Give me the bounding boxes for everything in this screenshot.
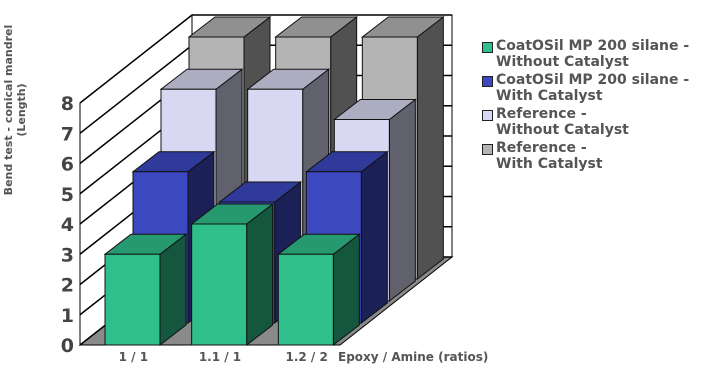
y-tick-label: 2 bbox=[61, 275, 74, 297]
legend-item: CoatOSil MP 200 silane - Without Catalys… bbox=[482, 38, 689, 70]
y-tick-label: 8 bbox=[61, 93, 74, 115]
legend-label: CoatOSil MP 200 silane - With Catalyst bbox=[496, 72, 690, 104]
legend-item: Reference - With Catalyst bbox=[482, 140, 603, 172]
x-tick-label: 1 / 1 bbox=[119, 350, 148, 364]
bar bbox=[276, 233, 361, 347]
legend-item: Reference - Without Catalyst bbox=[482, 106, 629, 138]
y-tick-label: 5 bbox=[61, 184, 74, 206]
x-tick-label: 1.2 / 2 bbox=[285, 350, 327, 364]
y-tick-label: 4 bbox=[61, 214, 74, 236]
bar-side bbox=[416, 15, 444, 281]
bar-front bbox=[277, 253, 334, 346]
grid-line bbox=[79, 14, 452, 104]
bar-side bbox=[246, 202, 274, 347]
legend-swatch bbox=[482, 110, 493, 121]
legend-label: Reference - With Catalyst bbox=[496, 140, 603, 172]
bar-front bbox=[191, 223, 248, 346]
legend-label: Reference - Without Catalyst bbox=[496, 106, 629, 138]
legend-swatch bbox=[482, 42, 493, 53]
x-axis-title: Epoxy / Amine (ratios) bbox=[338, 350, 488, 364]
legend-label: CoatOSil MP 200 silane - Without Catalys… bbox=[496, 38, 690, 70]
bar-side bbox=[360, 150, 388, 325]
y-tick-label: 0 bbox=[61, 335, 74, 357]
bar bbox=[103, 233, 188, 347]
y-tick-label: 1 bbox=[61, 305, 74, 327]
y-tick-label: 7 bbox=[61, 123, 74, 145]
y-axis-title: Bend test - conical mandrel (Length) bbox=[2, 24, 28, 196]
x-tick-label: 1.1 / 1 bbox=[199, 350, 241, 364]
legend-item: CoatOSil MP 200 silane - With Catalyst bbox=[482, 72, 689, 104]
bar-front bbox=[104, 253, 161, 346]
y-tick-label: 3 bbox=[61, 244, 74, 266]
legend-swatch bbox=[482, 76, 493, 87]
y-tick-label: 6 bbox=[61, 154, 74, 176]
bar bbox=[190, 202, 275, 347]
legend-swatch bbox=[482, 144, 493, 155]
bar-side bbox=[388, 98, 416, 303]
